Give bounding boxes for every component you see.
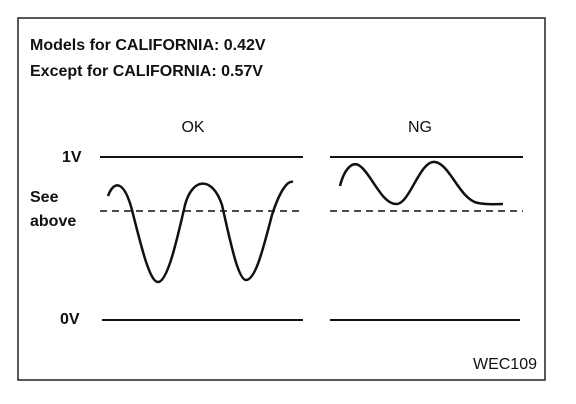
level-label: 1V	[62, 149, 82, 166]
panel-label: OK	[181, 119, 204, 136]
level-label: above	[30, 213, 76, 230]
level-label: See	[30, 189, 59, 206]
level-label: 0V	[60, 311, 80, 328]
header-line: Models for CALIFORNIA: 0.42V	[30, 37, 266, 54]
reference-lines	[100, 156, 523, 321]
frame	[17, 17, 546, 381]
ng-waveform	[338, 160, 504, 206]
figure-id: WEC109	[473, 356, 537, 373]
ok-waveform	[106, 180, 294, 284]
panel-label: NG	[408, 119, 432, 136]
header-line: Except for CALIFORNIA: 0.57V	[30, 63, 263, 80]
